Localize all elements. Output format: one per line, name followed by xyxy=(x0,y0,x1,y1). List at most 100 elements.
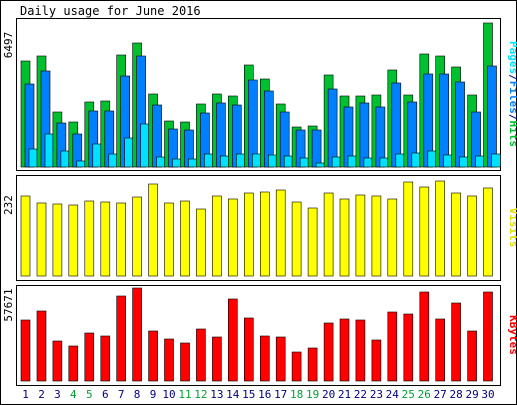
bar-kbytes-day-13 xyxy=(212,336,222,382)
chart-panels: 6497Pages/Files/Hits232Visits57671KBytes… xyxy=(2,18,517,401)
legend-entry-visits: Visits xyxy=(507,208,517,248)
bar-visits-day-29 xyxy=(467,195,477,277)
bar-files-day-20 xyxy=(327,88,338,168)
bar-kbytes-day-30 xyxy=(483,291,493,382)
bar-visits-day-17 xyxy=(275,189,286,277)
bar-visits-day-16 xyxy=(259,191,270,277)
bar-pages-day-4 xyxy=(76,160,87,168)
bar-visits-day-10 xyxy=(164,202,174,277)
bar-visits-day-1 xyxy=(20,195,31,277)
x-tick-label-day-2: 2 xyxy=(38,388,45,401)
bar-kbytes-day-10 xyxy=(164,338,174,382)
bar-kbytes-day-28 xyxy=(451,302,461,382)
bar-visits-day-8 xyxy=(132,196,142,277)
bar-visits-day-30 xyxy=(483,187,493,277)
x-tick-label-day-18: 18 xyxy=(290,388,303,401)
bar-visits-day-24 xyxy=(387,198,398,277)
x-tick-label-day-27: 27 xyxy=(434,388,447,401)
bar-visits-day-5 xyxy=(84,200,95,277)
bar-kbytes-day-24 xyxy=(387,311,398,382)
x-tick-label-day-26: 26 xyxy=(418,388,431,401)
y-max-label: 57671 xyxy=(2,288,15,321)
bar-kbytes-day-26 xyxy=(419,291,430,382)
legend: Visits xyxy=(507,208,517,248)
bar-kbytes-day-11 xyxy=(180,342,190,382)
chart-title: Daily usage for June 2016 xyxy=(20,4,201,18)
bar-kbytes-day-29 xyxy=(467,330,477,382)
x-tick-label-day-1: 1 xyxy=(22,388,29,401)
bar-kbytes-day-6 xyxy=(100,335,111,382)
x-tick-label-day-24: 24 xyxy=(386,388,400,401)
bar-pages-day-5 xyxy=(92,143,103,168)
x-tick-label-day-6: 6 xyxy=(102,388,109,401)
bar-kbytes-day-2 xyxy=(36,310,47,382)
bar-kbytes-day-9 xyxy=(148,330,158,382)
bar-pages-day-12 xyxy=(204,153,214,168)
x-tick-label-day-21: 21 xyxy=(338,388,351,401)
bar-pages-day-30 xyxy=(491,153,501,168)
bar-pages-day-10 xyxy=(172,158,182,168)
panel-kbytes: 57671 KBytes xyxy=(2,285,517,386)
legend: Pages/Files/Hits xyxy=(507,41,517,147)
bar-files-day-30 xyxy=(487,65,497,168)
bar-kbytes-day-15 xyxy=(244,317,254,382)
bar-pages-day-8 xyxy=(140,123,150,168)
panel-frame xyxy=(16,175,501,281)
x-tick-label-day-15: 15 xyxy=(242,388,255,401)
legend: KBytes xyxy=(507,315,517,355)
x-tick-label-day-4: 4 xyxy=(70,388,77,401)
bar-kbytes-day-18 xyxy=(291,351,302,382)
legend-entry-pages: Pages xyxy=(507,41,517,74)
x-tick-label-day-25: 25 xyxy=(402,388,415,401)
x-tick-label-day-3: 3 xyxy=(54,388,61,401)
bar-pages-day-19 xyxy=(315,162,326,168)
bar-files-day-28 xyxy=(455,81,465,168)
panel-frame xyxy=(16,285,501,386)
x-tick-label-day-19: 19 xyxy=(306,388,319,401)
bar-kbytes-day-19 xyxy=(307,347,318,382)
legend-separator: / xyxy=(507,74,517,81)
bar-files-day-19 xyxy=(311,129,322,168)
bar-pages-day-1 xyxy=(28,148,39,168)
bar-visits-day-15 xyxy=(244,192,254,277)
bar-files-day-22 xyxy=(359,102,370,168)
x-tick-label-day-29: 29 xyxy=(465,388,478,401)
bar-visits-day-28 xyxy=(451,192,461,277)
bar-visits-day-13 xyxy=(212,195,222,277)
x-tick-label-day-22: 22 xyxy=(354,388,367,401)
x-tick-label-day-23: 23 xyxy=(370,388,383,401)
x-tick-label-day-30: 30 xyxy=(481,388,494,401)
x-tick-label-day-12: 12 xyxy=(194,388,207,401)
bar-kbytes-day-1 xyxy=(20,319,31,382)
bar-visits-day-3 xyxy=(52,203,63,277)
bar-kbytes-day-23 xyxy=(371,339,382,382)
bar-kbytes-day-17 xyxy=(275,336,286,382)
legend-entry-kbytes: KBytes xyxy=(507,315,517,355)
x-tick-label-day-5: 5 xyxy=(86,388,93,401)
legend-entry-files: Files xyxy=(507,81,517,114)
bar-visits-day-12 xyxy=(196,208,206,277)
bar-pages-day-22 xyxy=(363,157,374,168)
bar-visits-day-23 xyxy=(371,195,382,277)
bar-kbytes-day-4 xyxy=(68,345,79,382)
x-tick-label-day-20: 20 xyxy=(322,388,335,401)
bar-kbytes-day-5 xyxy=(84,332,95,382)
x-tick-label-day-9: 9 xyxy=(150,388,157,401)
bar-pages-day-18 xyxy=(299,157,310,168)
x-tick-label-day-13: 13 xyxy=(210,388,223,401)
bar-visits-day-6 xyxy=(100,201,111,277)
bar-visits-day-19 xyxy=(307,207,318,277)
y-max-label: 232 xyxy=(2,195,15,215)
x-tick-label-day-10: 10 xyxy=(162,388,175,401)
bar-kbytes-day-3 xyxy=(52,340,63,382)
x-tick-label-day-7: 7 xyxy=(118,388,125,401)
bar-kbytes-day-12 xyxy=(196,328,206,382)
bar-pages-day-14 xyxy=(236,153,246,168)
bar-kbytes-day-8 xyxy=(132,287,142,382)
bar-visits-day-7 xyxy=(116,202,126,277)
x-tick-label-day-14: 14 xyxy=(226,388,240,401)
bar-pages-day-15 xyxy=(252,153,262,168)
bar-visits-day-4 xyxy=(68,204,79,277)
panel-frame xyxy=(16,18,501,171)
